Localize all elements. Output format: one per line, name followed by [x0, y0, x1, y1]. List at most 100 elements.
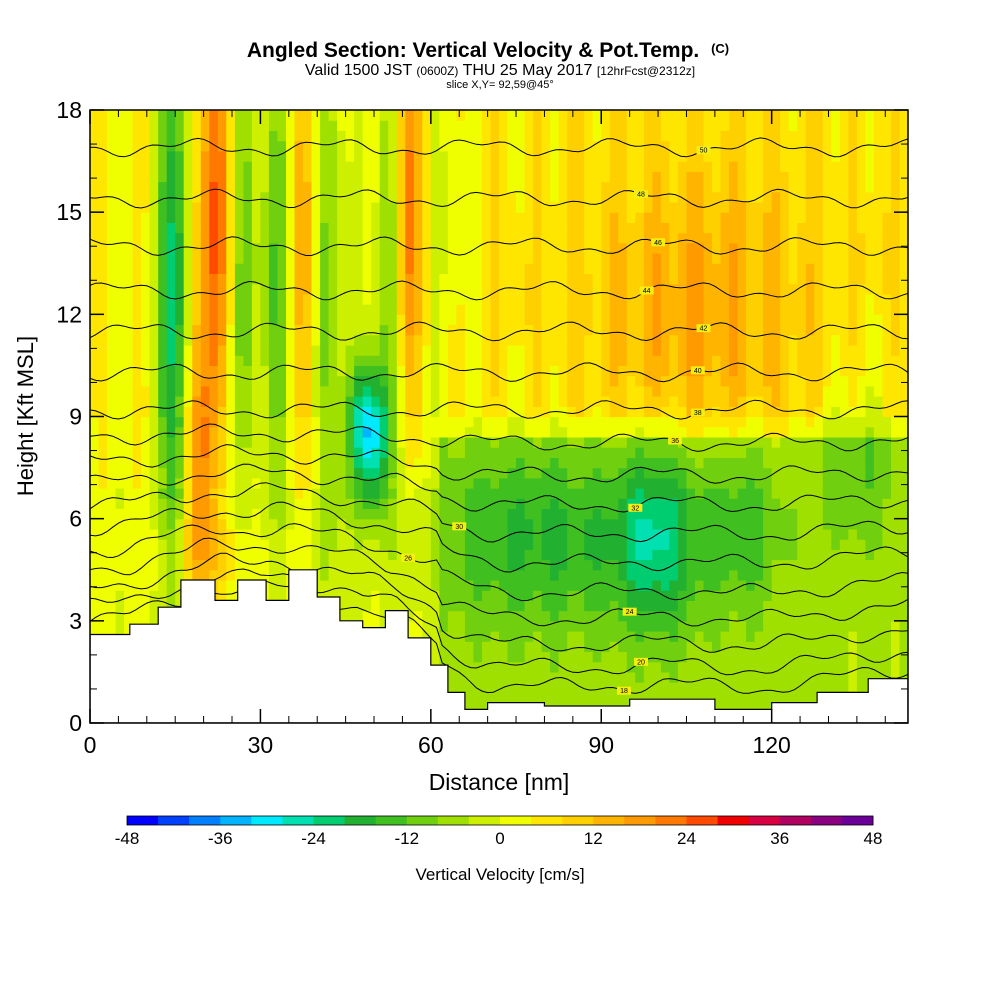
velocity-cell [422, 191, 432, 203]
velocity-cell [643, 498, 653, 509]
velocity-cell [737, 610, 747, 622]
velocity-cell [550, 253, 560, 264]
velocity-cell [720, 447, 730, 458]
velocity-cell [686, 549, 696, 561]
velocity-cell [464, 242, 474, 254]
velocity-cell [677, 140, 687, 152]
velocity-cell [567, 263, 577, 274]
velocity-cell [141, 345, 151, 356]
velocity-cell [456, 631, 466, 642]
velocity-cell [405, 447, 415, 458]
velocity-cell [737, 150, 747, 162]
velocity-cell [482, 457, 492, 469]
velocity-cell [388, 130, 398, 142]
velocity-cell [524, 365, 534, 377]
velocity-cell [464, 528, 474, 540]
velocity-cell [354, 181, 364, 193]
velocity-cell [609, 549, 619, 561]
velocity-cell [660, 457, 670, 469]
velocity-cell [430, 569, 440, 581]
velocity-cell [277, 447, 287, 458]
velocity-cell [763, 324, 773, 336]
velocity-cell [609, 375, 619, 387]
velocity-cell [345, 130, 355, 142]
velocity-cell [584, 273, 594, 285]
velocity-cell [362, 191, 372, 203]
velocity-cell [763, 539, 773, 550]
velocity-cell [695, 671, 705, 683]
velocity-cell [482, 508, 492, 520]
velocity-cell [422, 488, 432, 499]
velocity-cell [107, 140, 117, 152]
velocity-cell [158, 600, 168, 612]
velocity-cell [124, 549, 134, 561]
velocity-cell [720, 130, 730, 142]
velocity-cell [490, 549, 500, 561]
velocity-cell [507, 253, 517, 264]
velocity-cell [780, 631, 790, 642]
velocity-cell [234, 477, 244, 489]
velocity-cell [780, 539, 790, 550]
velocity-cell [422, 590, 432, 601]
velocity-cell [354, 314, 364, 326]
velocity-cell [303, 447, 313, 458]
velocity-cell [516, 518, 526, 530]
velocity-cell [396, 304, 406, 315]
velocity-cell [166, 181, 176, 193]
velocity-cell [158, 263, 168, 274]
velocity-cell [558, 365, 568, 377]
velocity-cell [396, 293, 406, 305]
velocity-cell [388, 222, 398, 234]
velocity-cell [303, 467, 313, 479]
velocity-cell [456, 375, 466, 387]
velocity-cell [226, 304, 236, 315]
velocity-cell [541, 130, 551, 142]
velocity-cell [430, 559, 440, 571]
velocity-cell [456, 498, 466, 509]
velocity-cell [473, 416, 483, 428]
velocity-cell [695, 385, 705, 397]
velocity-cell [124, 365, 134, 377]
velocity-cell [567, 212, 577, 223]
velocity-cell [609, 222, 619, 234]
velocity-cell [635, 549, 645, 561]
velocity-cell [524, 406, 534, 418]
velocity-cell [482, 661, 492, 673]
velocity-cell [456, 610, 466, 622]
velocity-cell [158, 293, 168, 305]
velocity-cell [277, 365, 287, 377]
velocity-cell [337, 559, 347, 571]
velocity-cell [371, 201, 381, 213]
velocity-cell [90, 396, 100, 407]
velocity-cell [158, 253, 168, 264]
velocity-cell [618, 120, 628, 131]
velocity-cell [362, 201, 372, 213]
velocity-cell [652, 641, 662, 653]
velocity-cell [524, 263, 534, 274]
velocity-cell [260, 120, 270, 131]
velocity-cell [558, 345, 568, 356]
velocity-cell [695, 242, 705, 254]
velocity-cell [516, 263, 526, 274]
velocity-cell [354, 590, 364, 601]
velocity-cell [601, 528, 611, 540]
velocity-cell [456, 600, 466, 612]
velocity-cell [447, 569, 457, 581]
velocity-cell [354, 416, 364, 428]
velocity-cell [439, 528, 449, 540]
velocity-cell [601, 447, 611, 458]
velocity-cell [90, 610, 100, 622]
velocity-cell [712, 263, 722, 274]
velocity-cell [516, 150, 526, 162]
velocity-cell [294, 355, 304, 366]
velocity-cell [371, 232, 381, 244]
velocity-cell [209, 426, 219, 438]
velocity-cell [286, 181, 296, 193]
velocity-cell [652, 600, 662, 612]
velocity-cell [379, 549, 389, 561]
velocity-cell [464, 385, 474, 397]
velocity-cell [439, 477, 449, 489]
velocity-cell [115, 539, 125, 550]
velocity-cell [677, 212, 687, 223]
